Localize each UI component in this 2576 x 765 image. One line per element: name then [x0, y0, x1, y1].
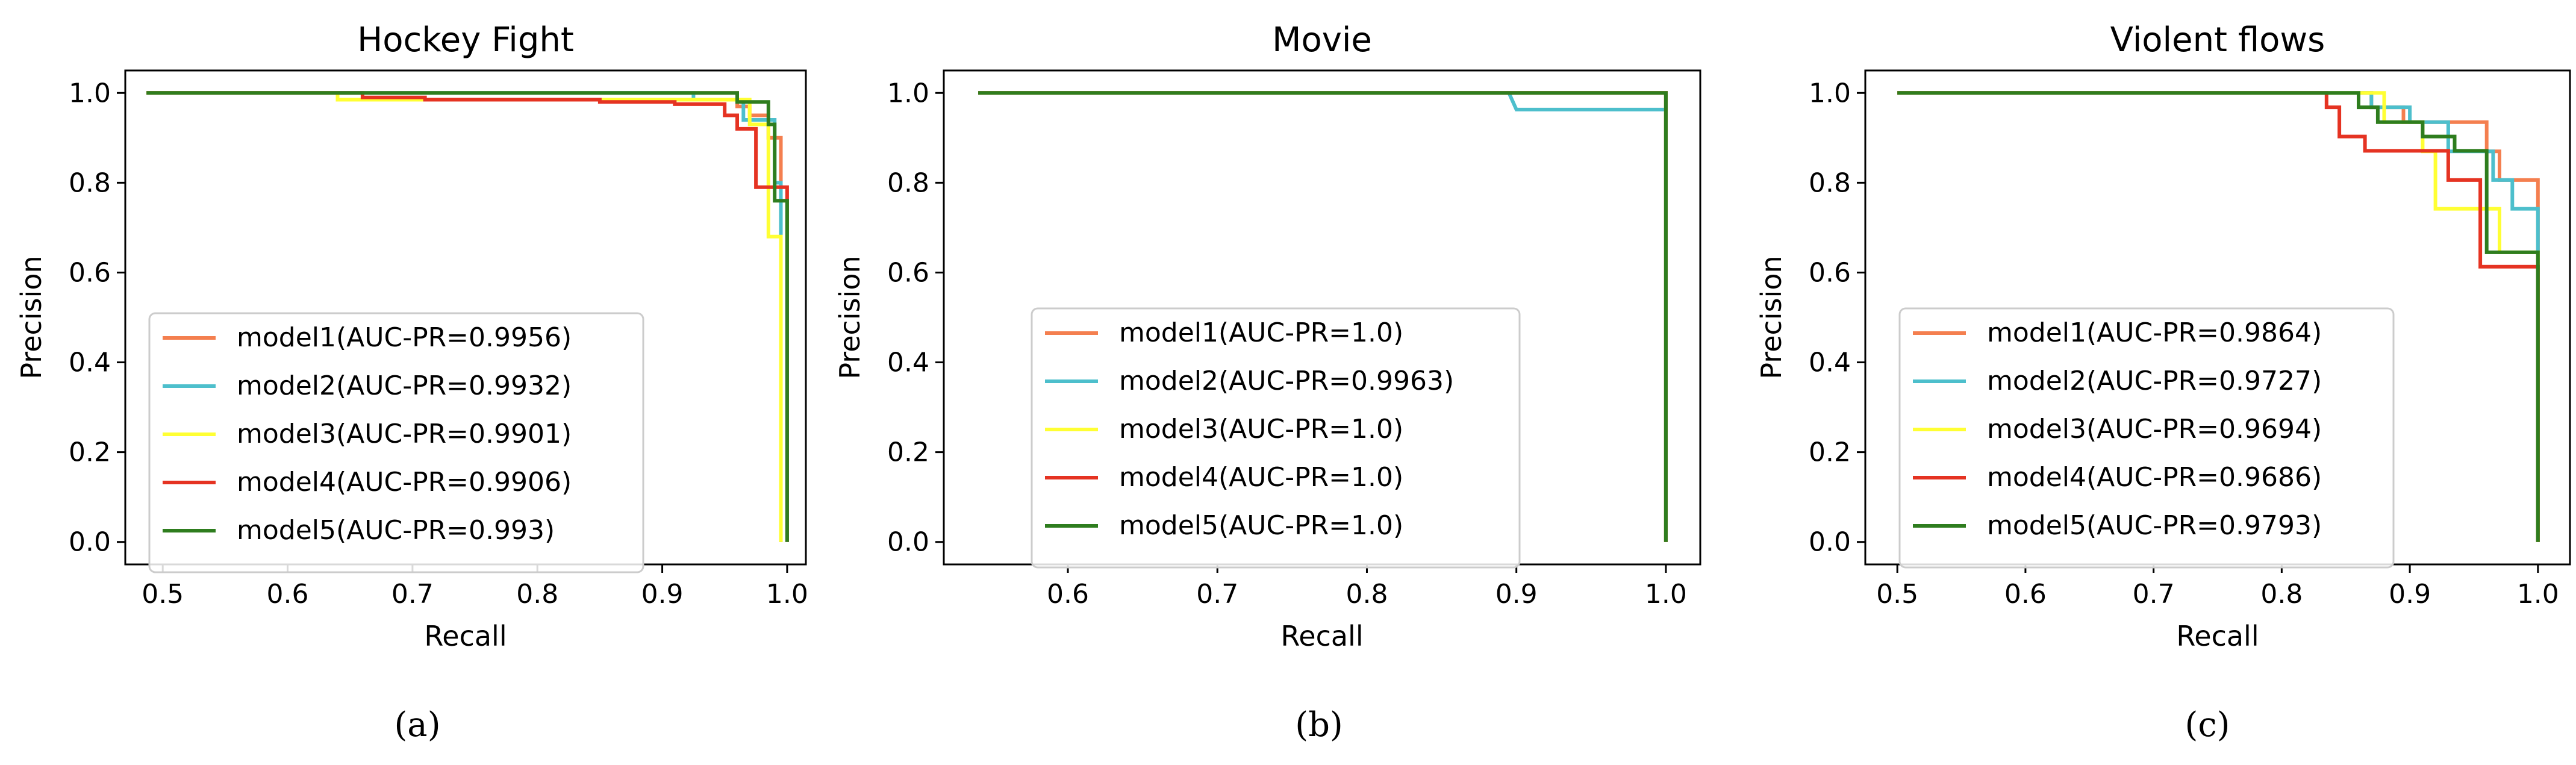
y-tick-label: 0.6 — [69, 257, 111, 288]
x-tick-label: 0.6 — [267, 579, 309, 610]
x-tick-label: 1.0 — [2517, 579, 2559, 610]
chart-title: Hockey Fight — [357, 20, 574, 60]
y-tick-label: 0.2 — [1809, 437, 1851, 468]
x-tick-label: 0.6 — [1047, 579, 1089, 610]
series-line-model5 — [1897, 91, 2540, 542]
y-tick-label: 0.0 — [69, 527, 111, 558]
legend-entry-model3: model3(AUC-PR=0.9901) — [237, 419, 572, 449]
legend-entry-model2: model2(AUC-PR=0.9963) — [1119, 366, 1454, 396]
series-line-model3 — [146, 91, 783, 542]
legend: model1(AUC-PR=0.9864) model2(AUC-PR=0.972… — [1898, 307, 2395, 569]
y-tick-label: 0.6 — [887, 257, 929, 288]
chart-title: Movie — [1272, 20, 1372, 60]
x-axis-label: Recall — [2176, 620, 2259, 652]
x-tick-label: 0.5 — [1876, 579, 1918, 610]
legend-box — [1898, 307, 2395, 569]
subfigure-caption: (c) — [2185, 705, 2230, 745]
legend-entry-model3: model3(AUC-PR=1.0) — [1119, 414, 1403, 445]
y-tick-label: 0.4 — [1809, 348, 1851, 378]
legend: model1(AUC-PR=0.9956) model2(AUC-PR=0.993… — [148, 312, 644, 573]
legend-box — [148, 312, 644, 573]
x-axis-label: Recall — [1280, 620, 1363, 652]
legend-entry-model4: model4(AUC-PR=1.0) — [1119, 462, 1403, 493]
chart-panel-2: 0.6 0.7 0.8 0.9 1.0 0.0 0.2 0.4 0.6 0.8 1.0 Movie Re… — [834, 20, 1701, 745]
y-tick-label: 0.2 — [887, 437, 929, 468]
y-tick-label: 0.6 — [1809, 257, 1851, 288]
series-line-model5 — [146, 91, 789, 542]
x-tick-label: 1.0 — [766, 579, 808, 610]
subfigure-caption: (b) — [1295, 705, 1343, 745]
legend-entry-model4: model4(AUC-PR=0.9686) — [1987, 462, 2322, 493]
legend: model1(AUC-PR=1.0) model2(AUC-PR=0.9963) m… — [1031, 307, 1521, 569]
legend-entry-model1: model1(AUC-PR=0.9864) — [1987, 317, 2322, 348]
legend-entry-model5: model5(AUC-PR=0.9793) — [1987, 510, 2322, 541]
legend-entry-model2: model2(AUC-PR=0.9727) — [1987, 366, 2322, 396]
y-tick-label: 1.0 — [887, 78, 929, 108]
y-axis-label: Precision — [1755, 255, 1788, 379]
y-tick-label: 1.0 — [69, 78, 111, 108]
y-axis-label: Precision — [834, 255, 866, 379]
x-tick-label: 0.8 — [1346, 579, 1388, 610]
x-tick-label: 0.7 — [1196, 579, 1238, 610]
y-tick-label: 0.2 — [69, 437, 111, 468]
y-tick-label: 0.0 — [1809, 527, 1851, 558]
legend-entry-model1: model1(AUC-PR=0.9956) — [237, 322, 572, 353]
chart-panel-1: 0.5 0.6 0.7 0.8 0.9 1.0 0.0 0.2 0.4 0.6 0.8 1.0 Hock… — [15, 20, 808, 745]
series-line-model4 — [146, 91, 789, 542]
x-tick-label: 0.9 — [2389, 579, 2431, 610]
x-tick-label: 0.8 — [516, 579, 558, 610]
x-tick-label: 1.0 — [1645, 579, 1687, 610]
y-axis-label: Precision — [15, 255, 48, 379]
chart-title: Violent flows — [2110, 20, 2325, 60]
legend-entry-model2: model2(AUC-PR=0.9932) — [237, 370, 572, 401]
x-tick-label: 0.6 — [2004, 579, 2047, 610]
y-tick-label: 1.0 — [1809, 78, 1851, 108]
legend-entry-model3: model3(AUC-PR=0.9694) — [1987, 414, 2322, 445]
y-tick-label: 0.8 — [69, 167, 111, 198]
legend-box — [1031, 307, 1521, 569]
chart-panel-3: 0.5 0.6 0.7 0.8 0.9 1.0 0.0 0.2 0.4 0.6 0.8 1.0 Viol… — [1755, 20, 2571, 745]
series-line-model4 — [1897, 91, 2540, 542]
y-tick-label: 0.8 — [1809, 167, 1851, 198]
x-tick-label: 0.9 — [1495, 579, 1538, 610]
series-line-model2 — [146, 91, 783, 542]
x-axis-label: Recall — [424, 620, 507, 652]
y-tick-label: 0.4 — [887, 348, 929, 378]
y-tick-label: 0.4 — [69, 348, 111, 378]
x-tick-label: 0.7 — [2133, 579, 2175, 610]
y-tick-label: 0.0 — [887, 527, 929, 558]
x-tick-label: 0.5 — [142, 579, 184, 610]
legend-entry-model5: model5(AUC-PR=1.0) — [1119, 510, 1403, 541]
x-tick-label: 0.8 — [2260, 579, 2303, 610]
legend-entry-model4: model4(AUC-PR=0.9906) — [237, 467, 572, 498]
x-tick-label: 0.9 — [641, 579, 684, 610]
series-line-model5 — [978, 91, 1668, 542]
y-tick-label: 0.8 — [887, 167, 929, 198]
legend-entry-model1: model1(AUC-PR=1.0) — [1119, 317, 1403, 348]
subfigure-caption: (a) — [394, 705, 440, 745]
legend-entry-model5: model5(AUC-PR=0.993) — [237, 515, 555, 546]
x-tick-label: 0.7 — [391, 579, 434, 610]
